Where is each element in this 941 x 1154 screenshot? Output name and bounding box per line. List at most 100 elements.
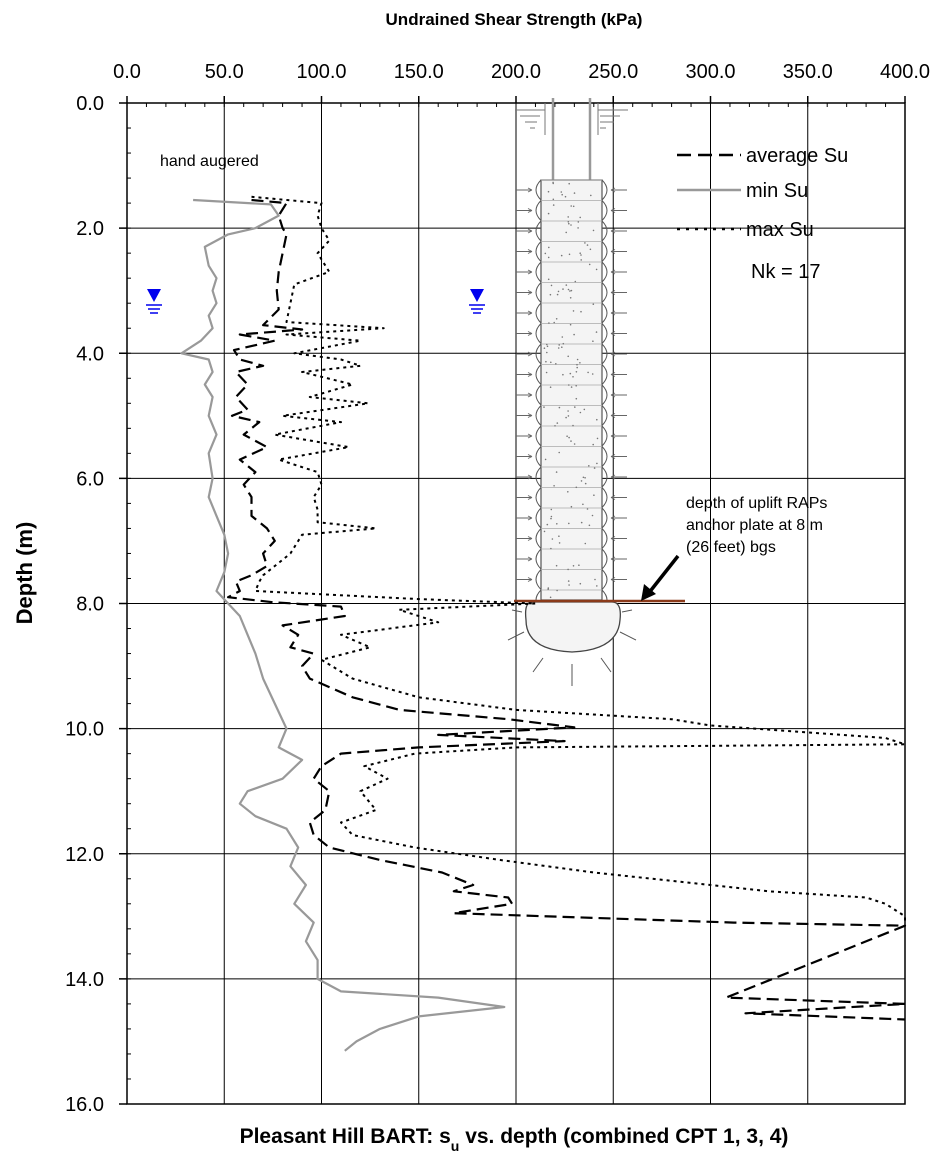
pier-aggregate-dot — [550, 284, 553, 287]
side-arrow-left-icon — [516, 372, 533, 377]
pier-aggregate-dot — [570, 505, 573, 508]
bulb-ray — [619, 631, 637, 641]
pier-lift-bulge — [535, 528, 608, 549]
series-layer — [180, 195, 907, 1052]
x-tick-label: 350.0 — [783, 61, 833, 83]
side-arrow-right-icon — [610, 372, 627, 377]
pier-aggregate-dot — [576, 366, 578, 369]
pier-aggregate-dot — [567, 580, 570, 582]
legend-label-average: average Su — [746, 145, 848, 167]
pier-aggregate-dot — [573, 443, 576, 445]
pier-aggregate-dot — [595, 331, 598, 333]
x-tick-label: 100.0 — [296, 61, 346, 83]
side-arrow-left-icon — [516, 536, 533, 541]
pier-aggregate-dot — [584, 242, 586, 244]
pier-aggregate-dot — [558, 344, 560, 346]
side-arrow-right-icon — [610, 577, 627, 582]
pier-aggregate-dot — [558, 406, 561, 409]
pier-aggregate-dot — [568, 436, 570, 439]
y-axis-title: Depth (m) — [12, 522, 37, 625]
pier-aggregate-dot — [575, 397, 578, 400]
pier-aggregate-dot — [568, 182, 570, 185]
side-arrow-left-icon — [516, 351, 533, 357]
x-tick-label: 300.0 — [685, 61, 735, 83]
side-arrow-right-icon — [610, 187, 627, 193]
pier-aggregate-dot — [555, 564, 558, 567]
pier-aggregate-dot — [580, 310, 582, 313]
uplift-note-line3: (26 feet) bgs — [686, 539, 776, 556]
side-arrow-left-icon — [516, 515, 533, 521]
pier-aggregate-dot — [565, 231, 567, 234]
y-tick-label: 12.0 — [65, 844, 104, 866]
caption-suffix: vs. depth (combined CPT 1, 3, 4) — [459, 1125, 788, 1148]
y-tick-label: 6.0 — [76, 468, 104, 490]
pier-aggregate-dot — [572, 424, 574, 427]
pier-lift-bulge — [535, 384, 608, 406]
side-arrow-left-icon — [516, 495, 533, 500]
side-arrow-right-icon — [610, 556, 627, 562]
pier-aggregate-dot — [561, 193, 563, 196]
pier-aggregate-dot — [556, 589, 558, 592]
pier-aggregate-dot — [555, 318, 558, 320]
y-tick-labels: 0.0 2.0 4.0 6.0 8.0 10.0 12.0 14.0 16.0 — [65, 93, 104, 1116]
water-table-icon — [147, 289, 161, 302]
y-tick-label: 16.0 — [65, 1094, 104, 1116]
rap-pier-diagram — [507, 98, 685, 686]
pier-aggregate-dot — [580, 480, 583, 482]
side-arrow-left-icon — [516, 556, 533, 562]
x-tick-label: 0.0 — [113, 61, 141, 83]
pier-aggregate-dot — [562, 342, 565, 345]
water-table-marker-left — [146, 289, 162, 314]
side-arrow-right-icon — [610, 208, 627, 213]
pier-aggregate-dot — [589, 248, 592, 251]
pier-lift-bulge — [535, 343, 608, 365]
side-arrow-right-icon — [610, 495, 627, 500]
bulb-rays — [507, 609, 637, 686]
y-tick-label: 2.0 — [76, 218, 104, 240]
pier-aggregate-dot — [579, 411, 582, 414]
pier-aggregate-dot — [543, 530, 546, 533]
hand-augered-label: hand augered — [160, 153, 259, 170]
pier-aggregate-dot — [567, 216, 569, 218]
pier-aggregate-dot — [553, 321, 555, 324]
pier-aggregate-dot — [580, 259, 582, 261]
pier-lift-bulge — [535, 507, 608, 529]
side-arrow-left-icon — [516, 187, 533, 193]
x-tick-label: 200.0 — [491, 61, 541, 83]
y-tick-label: 4.0 — [76, 343, 104, 365]
pier-aggregate-dot — [545, 371, 548, 374]
pier-aggregate-dot — [572, 376, 574, 378]
pier-aggregate-dot — [570, 386, 573, 388]
pier-aggregate-dot — [592, 303, 595, 306]
pier-aggregate-dot — [561, 336, 564, 338]
pier-aggregate-dot — [547, 278, 550, 281]
pier-aggregate-dot — [544, 252, 547, 255]
pier-aggregate-dot — [579, 582, 582, 585]
y-tick-label: 14.0 — [65, 969, 104, 991]
pier-aggregate-dot — [590, 194, 592, 197]
side-arrow-left-icon — [516, 208, 533, 213]
pier-aggregate-dot — [576, 363, 578, 366]
x-tick-label: 150.0 — [394, 61, 444, 83]
pier-aggregate-dot — [594, 578, 596, 581]
side-arrow-left-icon — [516, 577, 533, 582]
pier-aggregate-dot — [596, 462, 598, 465]
pier-aggregate-dot — [584, 542, 587, 545]
pier-lift-bulge — [535, 466, 608, 488]
pier-aggregate-dot — [552, 182, 554, 185]
pier-aggregate-dot — [588, 263, 591, 266]
pier-aggregate-dot — [557, 347, 560, 349]
pier-aggregate-dot — [574, 280, 577, 283]
pier-aggregate-dot — [582, 503, 584, 506]
pier-aggregate-dot — [569, 372, 572, 375]
pier-aggregate-dot — [587, 371, 589, 374]
pier-aggregate-dot — [573, 192, 576, 194]
pier-aggregate-dot — [596, 585, 598, 587]
side-arrow-right-icon — [610, 331, 627, 336]
pier-aggregate-dot — [570, 205, 572, 207]
pier-lift-bulge — [535, 323, 608, 344]
pier-speckle — [543, 181, 599, 643]
side-arrow-right-icon — [610, 392, 627, 398]
pier-aggregate-dot — [547, 256, 550, 259]
pier-aggregate-dot — [557, 290, 560, 293]
